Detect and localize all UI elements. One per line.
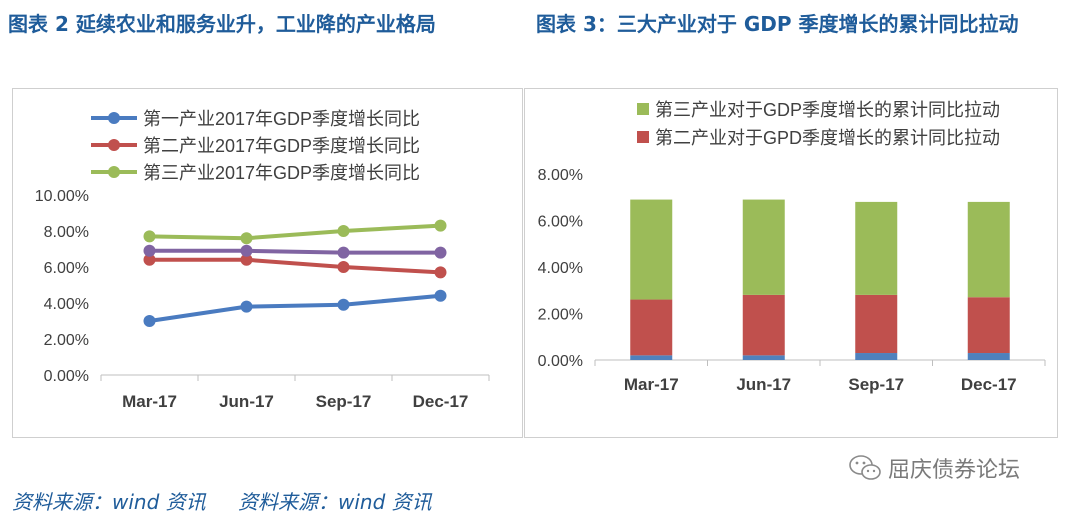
data-point: [337, 261, 350, 273]
bar-chart-panel: 0.00% 2.00% 4.00% 6.00% 8.00% Mar-17 Jun-17 Sep…: [524, 88, 1058, 438]
bar-segment-series-1: [630, 355, 673, 360]
y-tick-label: 2.00%: [44, 332, 89, 349]
y-tick-label: 4.00%: [44, 296, 89, 313]
legend-label: 第一产业2017年GDP季度增长同比: [143, 109, 420, 129]
watermark: 屈庆债券论坛: [848, 452, 1020, 484]
series-line-1: [149, 293, 441, 323]
y-tick-label: 10.00%: [35, 188, 89, 205]
data-point: [143, 253, 156, 266]
bar-segment-series-3: [967, 201, 1010, 298]
x-tick-label: Dec-17: [961, 375, 1017, 394]
data-point: [434, 246, 447, 259]
y-tick-label: 6.00%: [538, 214, 583, 231]
y-tick-label: 0.00%: [44, 368, 89, 385]
legend-swatch: [637, 131, 649, 143]
bar-segment-series-2: [630, 299, 673, 356]
legend-label: 第三产业对于GDP季度增长的累计同比拉动: [655, 100, 1000, 120]
y-tick-label: 8.00%: [538, 167, 583, 184]
source-note-left: 资料来源：wind 资讯: [12, 490, 206, 514]
series-line-2: [149, 257, 441, 275]
data-point: [240, 253, 253, 266]
data-point: [143, 244, 156, 257]
source-note-right: 资料来源：wind 资讯: [238, 490, 432, 514]
legend-label: 第二产业对于GPD季度增长的累计同比拉动: [655, 128, 1000, 148]
left-chart-title: 图表 2 延续农业和服务业升，工业降的产业格局: [8, 12, 436, 36]
wechat-icon: [849, 455, 881, 480]
right-chart-title: 图表 3：三大产业对于 GDP 季度增长的累计同比拉动: [536, 12, 1019, 36]
legend-label: 第三产业2017年GDP季度增长同比: [143, 163, 420, 183]
x-tick-label: Mar-17: [624, 375, 679, 394]
bar-segment-series-3: [742, 199, 785, 295]
bar-segment-series-3: [630, 199, 673, 300]
x-tick-label: Sep-17: [848, 375, 904, 394]
x-tick-label: Mar-17: [122, 392, 177, 411]
legend-swatch-marker: [108, 112, 120, 124]
y-tick-label: 6.00%: [44, 260, 89, 277]
data-point: [434, 266, 447, 279]
bar-segment-series-3: [855, 201, 898, 295]
y-tick-label: 8.00%: [44, 224, 89, 241]
bar-segment-series-1: [967, 353, 1010, 360]
line-chart: 0.00% 2.00% 4.00% 6.00% 8.00% 10.00% Mar-17 Jun…: [35, 109, 490, 411]
data-point: [434, 289, 447, 302]
legend-swatch-marker: [108, 166, 120, 178]
line-chart-panel: 0.00% 2.00% 4.00% 6.00% 8.00% 10.00% Mar-17 Jun…: [12, 88, 523, 438]
data-point: [240, 232, 253, 245]
data-point: [240, 300, 253, 313]
data-point: [337, 298, 350, 311]
legend-label: 第二产业2017年GDP季度增长同比: [143, 136, 420, 156]
watermark-text: 屈庆债券论坛: [888, 458, 1021, 483]
data-point: [143, 230, 156, 243]
data-point: [240, 244, 253, 257]
x-tick-label: Jun-17: [736, 375, 791, 394]
data-point: [434, 219, 447, 232]
x-tick-label: Jun-17: [219, 392, 274, 411]
y-tick-label: 4.00%: [538, 260, 583, 277]
x-tick-label: Dec-17: [413, 392, 469, 411]
y-tick-label: 2.00%: [538, 307, 583, 324]
stacked-bar-chart: 0.00% 2.00% 4.00% 6.00% 8.00% Mar-17 Jun-17 Sep…: [538, 100, 1046, 394]
legend-swatch-marker: [108, 139, 120, 151]
bar-segment-series-2: [742, 294, 785, 356]
x-tick-label: Sep-17: [316, 392, 372, 411]
series-line-4: [149, 248, 441, 255]
legend-swatch: [637, 103, 649, 115]
bar-segment-series-1: [855, 353, 898, 360]
series-line-3: [149, 223, 441, 241]
bar-segment-series-1: [742, 355, 785, 360]
data-point: [337, 225, 350, 237]
data-point: [143, 315, 156, 327]
bar-segment-series-2: [855, 294, 898, 354]
data-point: [337, 246, 350, 259]
bar-segment-series-2: [967, 297, 1010, 354]
y-tick-label: 0.00%: [538, 353, 583, 370]
